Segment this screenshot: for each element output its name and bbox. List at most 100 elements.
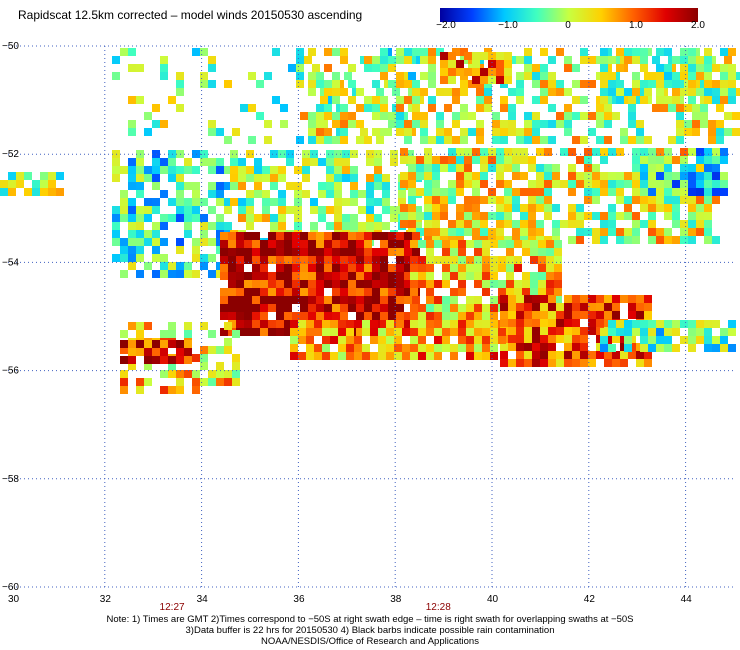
wind-cell — [232, 128, 240, 136]
wind-cell — [704, 212, 712, 220]
wind-cell — [40, 180, 48, 188]
wind-cell — [388, 280, 396, 288]
wind-cell — [584, 148, 592, 156]
wind-cell — [720, 48, 728, 56]
wind-cell — [184, 182, 192, 190]
wind-cell — [514, 264, 522, 272]
wind-cell — [232, 370, 240, 378]
wind-cell — [688, 56, 696, 64]
wind-cell — [564, 327, 572, 335]
wind-cell — [676, 136, 684, 144]
wind-cell — [632, 228, 640, 236]
wind-cell — [588, 303, 596, 311]
wind-cell — [366, 158, 374, 166]
wind-cell — [286, 158, 294, 166]
wind-cell — [640, 56, 648, 64]
wind-cell — [664, 96, 672, 104]
wind-cell — [636, 351, 644, 359]
wind-cell — [524, 335, 532, 343]
wind-cell — [540, 96, 548, 104]
wind-cell — [314, 320, 322, 328]
wind-cell — [696, 164, 704, 172]
wind-cell — [530, 272, 538, 280]
wind-cell — [474, 336, 482, 344]
wind-cell — [636, 303, 644, 311]
wind-cell — [580, 112, 588, 120]
wind-cell — [490, 328, 498, 336]
wind-cell — [672, 220, 680, 228]
wind-cell — [504, 196, 512, 204]
wind-cell — [382, 174, 390, 182]
wind-cell — [628, 96, 636, 104]
wind-cell — [624, 228, 632, 236]
wind-cell — [8, 188, 16, 196]
wind-cell — [356, 280, 364, 288]
wind-cell — [396, 232, 404, 240]
wind-cell — [568, 172, 576, 180]
wind-cell — [404, 288, 412, 296]
wind-cell — [616, 196, 624, 204]
wind-cell — [284, 304, 292, 312]
wind-cell — [400, 180, 408, 188]
wind-cell — [482, 344, 490, 352]
wind-cell — [648, 172, 656, 180]
wind-cell — [498, 264, 506, 272]
wind-cell — [460, 88, 468, 96]
wind-cell — [432, 156, 440, 164]
wind-cell — [560, 220, 568, 228]
wind-cell — [580, 303, 588, 311]
wind-cell — [136, 214, 144, 222]
wind-cell — [308, 120, 316, 128]
wind-cell — [520, 212, 528, 220]
wind-cell — [208, 158, 216, 166]
wind-cell — [432, 164, 440, 172]
wind-cell — [240, 104, 248, 112]
wind-cell — [418, 264, 426, 272]
wind-cell — [362, 320, 370, 328]
wind-cell — [450, 296, 458, 304]
wind-cell — [252, 320, 260, 328]
wind-cell — [424, 164, 432, 172]
wind-cell — [176, 378, 184, 386]
wind-cell — [300, 312, 308, 320]
wind-cell — [408, 220, 416, 228]
wind-cell — [482, 240, 490, 248]
wind-cell — [656, 180, 664, 188]
wind-cell — [608, 88, 616, 96]
wind-cell — [464, 212, 472, 220]
wind-cell — [568, 164, 576, 172]
wind-cell — [192, 48, 200, 56]
wind-cell — [136, 222, 144, 230]
wind-cell — [136, 96, 144, 104]
wind-cell — [580, 359, 588, 367]
wind-cell — [136, 158, 144, 166]
wind-cell — [648, 164, 656, 172]
wind-cell — [572, 319, 580, 327]
wind-cell — [672, 188, 680, 196]
wind-cell — [532, 96, 540, 104]
wind-cell — [530, 280, 538, 288]
wind-cell — [324, 240, 332, 248]
wind-cell — [216, 128, 224, 136]
wind-cell — [396, 72, 404, 80]
wind-cell — [348, 232, 356, 240]
wind-cell — [356, 136, 364, 144]
wind-cell — [536, 188, 544, 196]
wind-cell — [144, 340, 152, 348]
wind-cell — [396, 256, 404, 264]
wind-cell — [296, 80, 304, 88]
wind-cell — [236, 272, 244, 280]
wind-cell — [420, 136, 428, 144]
wind-cell — [664, 172, 672, 180]
wind-cell — [508, 112, 516, 120]
wind-cell — [128, 174, 136, 182]
wind-cell — [208, 238, 216, 246]
wind-cell — [208, 190, 216, 198]
wind-cell — [688, 48, 696, 56]
wind-cell — [112, 56, 120, 64]
wind-cell — [348, 272, 356, 280]
wind-cell — [396, 104, 404, 112]
wind-cell — [524, 311, 532, 319]
wind-cell — [456, 220, 464, 228]
wind-cell — [332, 136, 340, 144]
